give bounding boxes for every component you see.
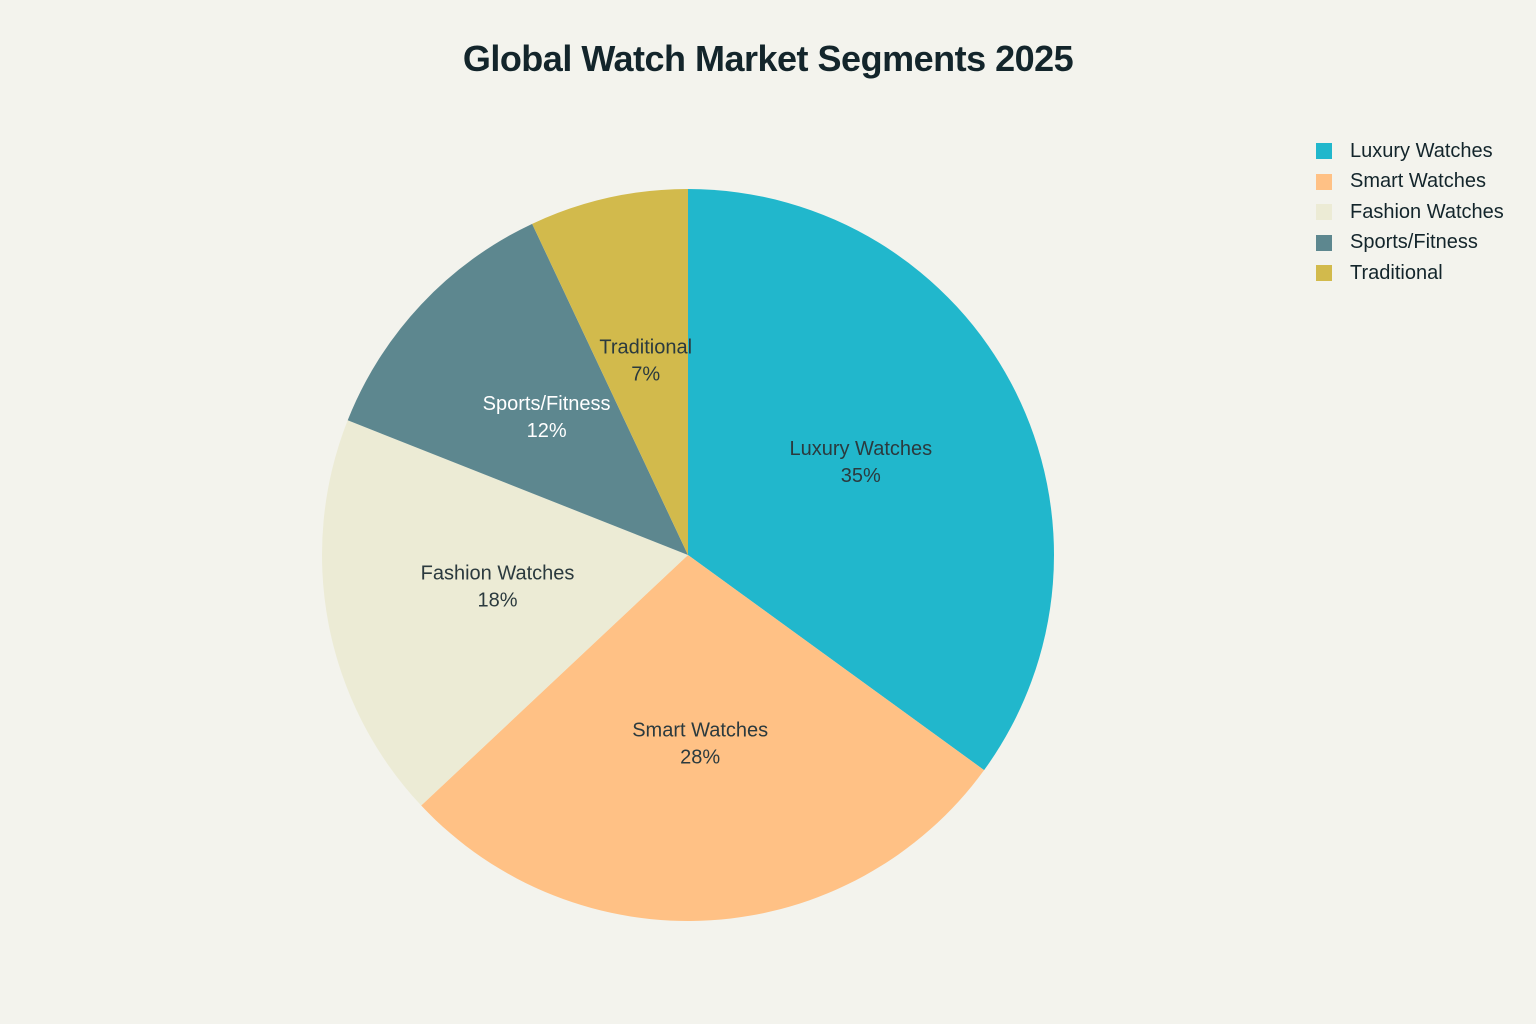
legend-item-traditional[interactable]: Traditional [1316, 258, 1504, 289]
pie-slice-traditional[interactable] [532, 189, 688, 555]
legend-label: Luxury Watches [1350, 139, 1493, 162]
pie-slice-luxury-watches[interactable] [688, 189, 1055, 771]
legend-swatch [1316, 234, 1332, 251]
legend: Luxury Watches Smart Watches Fashion Watch… [1316, 136, 1504, 289]
legend-item-smart-watches[interactable]: Smart Watches [1316, 167, 1504, 198]
legend-item-luxury-watches[interactable]: Luxury Watches [1316, 136, 1504, 167]
slice-label-luxury-watches: Luxury Watches 35% [789, 438, 932, 487]
slice-label-category: Smart Watches [632, 720, 768, 742]
pie-slice-sports-fitness[interactable] [347, 223, 688, 555]
legend-swatch [1316, 173, 1332, 190]
legend-label: Smart Watches [1350, 170, 1486, 193]
slice-label-category: Sports/Fitness [483, 393, 611, 415]
slice-label-value: 35% [841, 465, 881, 487]
slice-label-traditional: Traditional 7% [599, 337, 692, 386]
slice-label-sports-fitness: Sports/Fitness 12% [483, 393, 611, 442]
legend-item-fashion-watches[interactable]: Fashion Watches [1316, 197, 1504, 228]
slice-label-fashion-watches: Fashion Watches 18% [421, 562, 575, 611]
legend-item-sports-fitness[interactable]: Sports/Fitness [1316, 228, 1504, 259]
slice-label-value: 18% [477, 589, 517, 611]
legend-swatch [1316, 143, 1332, 160]
slice-label-smart-watches: Smart Watches 28% [632, 720, 768, 769]
slice-label-value: 28% [680, 747, 720, 769]
legend-label: Traditional [1350, 261, 1443, 284]
slice-label-category: Luxury Watches [789, 438, 932, 460]
slice-label-value: 7% [631, 364, 660, 386]
pie-slice-fashion-watches[interactable] [322, 420, 688, 806]
pie-slice-smart-watches[interactable] [421, 555, 985, 921]
legend-label: Sports/Fitness [1350, 231, 1478, 254]
legend-swatch [1316, 265, 1332, 282]
slice-label-category: Traditional [599, 337, 692, 359]
slice-label-category: Fashion Watches [421, 562, 575, 584]
legend-label: Fashion Watches [1350, 200, 1504, 223]
slice-label-value: 12% [527, 420, 567, 442]
chart-title: Global Watch Market Segments 2025 [462, 38, 1074, 79]
legend-swatch [1316, 204, 1332, 221]
